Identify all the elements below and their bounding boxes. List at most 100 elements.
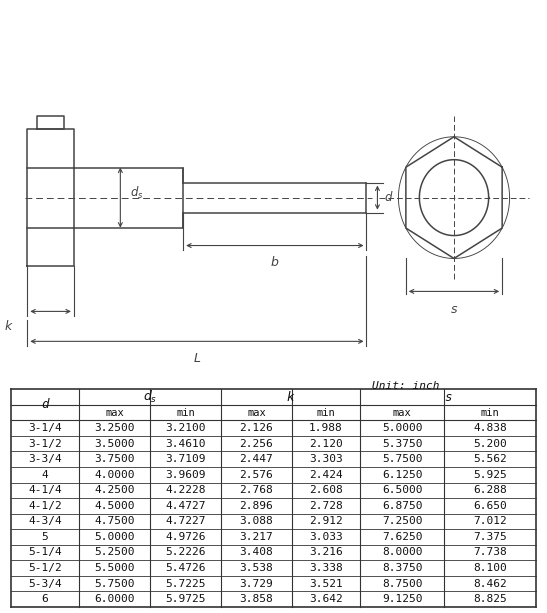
Text: 2.447: 2.447 <box>240 454 274 464</box>
Text: max: max <box>247 408 266 417</box>
Text: 5-3/4: 5-3/4 <box>28 579 62 588</box>
Text: 3.538: 3.538 <box>240 563 274 573</box>
Text: 8.825: 8.825 <box>473 594 507 604</box>
Text: 3.858: 3.858 <box>240 594 274 604</box>
Text: 3.642: 3.642 <box>309 594 343 604</box>
Text: 5.7500: 5.7500 <box>382 454 422 464</box>
Text: d: d <box>384 191 392 204</box>
Text: 4.0000: 4.0000 <box>95 470 135 480</box>
Text: 4.7500: 4.7500 <box>95 516 135 527</box>
Text: 5.925: 5.925 <box>473 470 507 480</box>
Text: 3.7500: 3.7500 <box>95 454 135 464</box>
Text: 8.462: 8.462 <box>473 579 507 588</box>
Text: L: L <box>194 352 200 365</box>
Text: 2.728: 2.728 <box>309 501 343 511</box>
Text: 6.650: 6.650 <box>473 501 507 511</box>
Text: 3.4610: 3.4610 <box>165 439 206 449</box>
Text: 4-1/4: 4-1/4 <box>28 485 62 495</box>
Text: 3.303: 3.303 <box>309 454 343 464</box>
Text: b: b <box>271 256 279 269</box>
Text: min: min <box>481 408 499 417</box>
Text: 5.7225: 5.7225 <box>165 579 206 588</box>
Text: 5.2226: 5.2226 <box>165 547 206 557</box>
Text: d: d <box>42 398 49 411</box>
Text: 5.200: 5.200 <box>473 439 507 449</box>
Text: 4-1/2: 4-1/2 <box>28 501 62 511</box>
Text: 5.4726: 5.4726 <box>165 563 206 573</box>
Text: 8.100: 8.100 <box>473 563 507 573</box>
Text: 3.216: 3.216 <box>309 547 343 557</box>
Text: 7.012: 7.012 <box>473 516 507 527</box>
Text: 3.2500: 3.2500 <box>95 423 135 433</box>
Text: 4-3/4: 4-3/4 <box>28 516 62 527</box>
Text: 6.5000: 6.5000 <box>382 485 422 495</box>
Text: 3.338: 3.338 <box>309 563 343 573</box>
Text: 4.5000: 4.5000 <box>95 501 135 511</box>
Text: 7.375: 7.375 <box>473 532 507 542</box>
Text: 4.4727: 4.4727 <box>165 501 206 511</box>
Text: 8.0000: 8.0000 <box>382 547 422 557</box>
Text: 3.2100: 3.2100 <box>165 423 206 433</box>
Text: 3-1/2: 3-1/2 <box>28 439 62 449</box>
Text: 5.5000: 5.5000 <box>95 563 135 573</box>
Text: 4.7227: 4.7227 <box>165 516 206 527</box>
Text: 5-1/2: 5-1/2 <box>28 563 62 573</box>
Text: min: min <box>317 408 335 417</box>
Text: 2.256: 2.256 <box>240 439 274 449</box>
Text: 3.5000: 3.5000 <box>95 439 135 449</box>
Text: 3.217: 3.217 <box>240 532 274 542</box>
Text: k: k <box>287 390 294 403</box>
Text: $d_s$: $d_s$ <box>143 389 157 405</box>
Text: 1.988: 1.988 <box>309 423 343 433</box>
Text: max: max <box>105 408 124 417</box>
Text: 6.1250: 6.1250 <box>382 470 422 480</box>
Text: 5.562: 5.562 <box>473 454 507 464</box>
Text: 4.2500: 4.2500 <box>95 485 135 495</box>
Text: 4.838: 4.838 <box>473 423 507 433</box>
Text: 3.521: 3.521 <box>309 579 343 588</box>
Text: 9.1250: 9.1250 <box>382 594 422 604</box>
Text: 3-1/4: 3-1/4 <box>28 423 62 433</box>
Text: 5.2500: 5.2500 <box>95 547 135 557</box>
Text: 2.120: 2.120 <box>309 439 343 449</box>
Text: 2.126: 2.126 <box>240 423 274 433</box>
Text: max: max <box>393 408 411 417</box>
Text: 4.9726: 4.9726 <box>165 532 206 542</box>
Text: 4.2228: 4.2228 <box>165 485 206 495</box>
Text: 2.576: 2.576 <box>240 470 274 480</box>
Text: 2.424: 2.424 <box>309 470 343 480</box>
Text: 3.729: 3.729 <box>240 579 274 588</box>
Text: 7.738: 7.738 <box>473 547 507 557</box>
Text: 2.608: 2.608 <box>309 485 343 495</box>
Text: 5.9725: 5.9725 <box>165 594 206 604</box>
Text: Unit: inch: Unit: inch <box>372 381 439 391</box>
Text: 6.288: 6.288 <box>473 485 507 495</box>
Text: min: min <box>176 408 195 417</box>
Text: 6: 6 <box>42 594 49 604</box>
Text: 8.7500: 8.7500 <box>382 579 422 588</box>
Text: 5.7500: 5.7500 <box>95 579 135 588</box>
Text: 6.0000: 6.0000 <box>95 594 135 604</box>
Text: 6.8750: 6.8750 <box>382 501 422 511</box>
Text: s: s <box>451 303 457 316</box>
Text: k: k <box>4 321 12 333</box>
Text: 5.0000: 5.0000 <box>382 423 422 433</box>
Text: 5.3750: 5.3750 <box>382 439 422 449</box>
Text: 2.896: 2.896 <box>240 501 274 511</box>
Text: 5.0000: 5.0000 <box>95 532 135 542</box>
Text: 3.088: 3.088 <box>240 516 274 527</box>
Text: 3.033: 3.033 <box>309 532 343 542</box>
Text: 2.768: 2.768 <box>240 485 274 495</box>
Text: 3.9609: 3.9609 <box>165 470 206 480</box>
Text: 7.2500: 7.2500 <box>382 516 422 527</box>
Text: 4: 4 <box>42 470 49 480</box>
Text: 3-3/4: 3-3/4 <box>28 454 62 464</box>
Text: 8.3750: 8.3750 <box>382 563 422 573</box>
Text: 5-1/4: 5-1/4 <box>28 547 62 557</box>
Text: $d_s$: $d_s$ <box>130 185 144 201</box>
Text: 7.6250: 7.6250 <box>382 532 422 542</box>
Text: 2.912: 2.912 <box>309 516 343 527</box>
Text: s: s <box>444 390 452 403</box>
Text: 3.7109: 3.7109 <box>165 454 206 464</box>
Text: 3.408: 3.408 <box>240 547 274 557</box>
